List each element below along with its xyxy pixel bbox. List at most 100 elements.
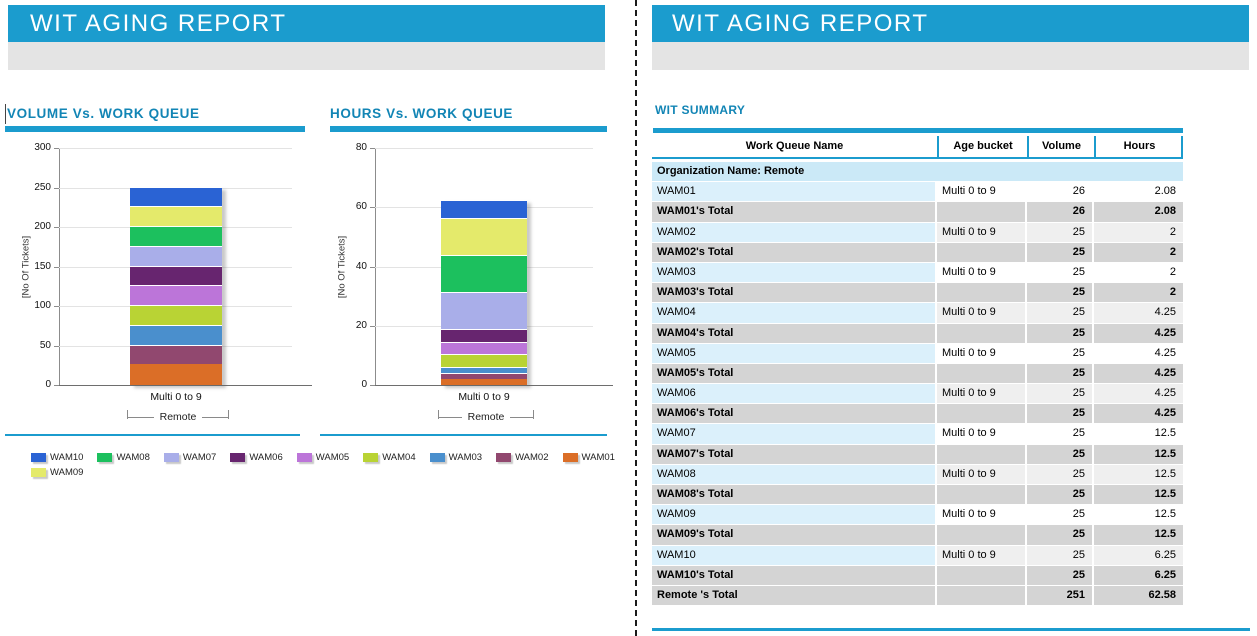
cell-work-queue-name: WAM01 [652, 182, 937, 202]
y-axis-tick [54, 187, 59, 189]
cell-work-queue-name: WAM08 [652, 464, 937, 484]
table-row: WAM07 Multi 0 to 9 25 12.5 [652, 424, 1183, 444]
table-row: WAM03 Multi 0 to 9 25 2 [652, 262, 1183, 283]
legend-label: WAM03 [448, 452, 483, 463]
legend-item-wam10: WAM10 [31, 452, 83, 463]
summary-table-body: Organization Name: Remote WAM01 Multi 0 to… [652, 162, 1183, 606]
legend-label: WAM07 [182, 452, 217, 463]
legend-swatch-wam07 [163, 453, 179, 462]
cell-age-bucket [937, 444, 1027, 464]
cell-volume: 25 [1027, 262, 1094, 283]
cell-work-queue-name: WAM07 [652, 424, 937, 444]
table-row: WAM02 Multi 0 to 9 25 2 [652, 222, 1183, 242]
bar-segment-wam09 [441, 218, 527, 256]
legend-item-wam05: WAM05 [296, 452, 349, 463]
y-tick-label: 150 [34, 260, 51, 272]
cell-work-queue-name: WAM05 [652, 343, 937, 363]
cell-hours: 4.25 [1094, 323, 1183, 343]
y-tick-label: 100 [34, 300, 51, 311]
cell-volume: 251 [1027, 585, 1094, 606]
bracket-end-right [228, 410, 230, 419]
group-bracket: Remote [127, 409, 230, 425]
bracket-line [128, 416, 154, 418]
legend-swatch-wam06 [230, 453, 246, 462]
cell-age-bucket: Multi 0 to 9 [937, 505, 1027, 525]
y-axis-tick [54, 148, 59, 149]
cell-hours: 2 [1094, 262, 1183, 283]
x-axis-line [375, 385, 613, 386]
cell-hours: 2.08 [1094, 182, 1183, 202]
y-tick-label: 40 [355, 260, 367, 272]
cell-volume: 25 [1027, 384, 1094, 404]
bar-segment-wam10 [130, 186, 222, 207]
table-row-total: WAM08's Total 25 12.5 [652, 485, 1183, 505]
cell-age-bucket: Multi 0 to 9 [937, 182, 1027, 202]
bar-segment-wam02 [130, 344, 222, 365]
panel-divider [635, 0, 637, 636]
hours-chart: 0 20 40 60 80 Multi 0 to 9 Remote [No Of Ticket… [316, 140, 613, 445]
cell-volume: 25 [1027, 323, 1094, 343]
legend-label: WAM08 [116, 452, 150, 463]
wit-summary-title: WIT SUMMARY [655, 103, 746, 117]
y-tick-label: 0 [361, 379, 367, 390]
cell-volume: 26 [1027, 182, 1094, 202]
table-row: WAM01 Multi 0 to 9 26 2.08 [652, 182, 1183, 202]
legend-item-wam02: WAM02 [496, 452, 549, 463]
y-axis-title: [No Of Tickets] [336, 235, 348, 298]
cell-hours: 12.5 [1094, 485, 1183, 505]
cell-work-queue-name: WAM03's Total [652, 283, 937, 303]
y-axis-tick [54, 266, 59, 268]
volume-chart-title: VOLUME Vs. WORK QUEUE [7, 106, 200, 121]
cell-hours: 2.08 [1094, 202, 1183, 222]
group-header-label: Organization Name: Remote [657, 165, 805, 177]
bar-segment-wam08 [441, 255, 527, 293]
cell-volume: 26 [1027, 202, 1094, 222]
cell-hours: 62.58 [1094, 585, 1183, 606]
cell-age-bucket: Multi 0 to 9 [937, 222, 1027, 242]
y-axis-tick [370, 325, 375, 327]
legend-item-wam04: WAM04 [363, 452, 416, 463]
legend-item-wam09: WAM09 [31, 467, 83, 478]
cell-work-queue-name: WAM06 [652, 384, 937, 404]
cell-volume: 25 [1027, 424, 1094, 444]
column-header-volume: Volume [1027, 136, 1094, 157]
y-tick-label: 200 [34, 221, 51, 232]
cell-age-bucket: Multi 0 to 9 [937, 545, 1027, 565]
legend-swatch-wam05 [296, 453, 312, 462]
cell-hours: 4.25 [1094, 363, 1183, 384]
cell-volume: 25 [1027, 283, 1094, 303]
hours-bottom-rule [320, 434, 607, 436]
cell-work-queue-name: WAM09's Total [652, 525, 937, 545]
table-row-total: WAM06's Total 25 4.25 [652, 404, 1183, 424]
legend-item-wam07: WAM07 [163, 452, 217, 463]
y-axis-tick [54, 227, 59, 228]
group-label: Remote [467, 411, 505, 423]
y-axis-tick [54, 345, 59, 347]
cell-volume: 25 [1027, 242, 1094, 262]
bar-segment-wam06 [441, 329, 527, 342]
cell-cursor-mark [5, 104, 6, 124]
legend-label: WAM10 [50, 452, 84, 463]
table-row-total: WAM09's Total 25 12.5 [652, 525, 1183, 545]
cell-age-bucket [937, 242, 1027, 262]
cell-work-queue-name: WAM04's Total [652, 323, 937, 343]
cell-hours: 6.25 [1094, 565, 1183, 585]
y-tick-label: 20 [355, 319, 367, 331]
cell-work-queue-name: WAM06's Total [652, 404, 937, 424]
table-row: WAM04 Multi 0 to 9 25 4.25 [652, 303, 1183, 323]
bar-segment-wam05 [130, 285, 222, 306]
table-row-total: WAM10's Total 25 6.25 [652, 565, 1183, 585]
stacked-bar [130, 186, 222, 385]
gridline [375, 148, 593, 149]
y-tick-label: 300 [34, 142, 51, 153]
cell-hours: 4.25 [1094, 404, 1183, 424]
chart-legend: WAM10 WAM08 WAM07 WAM06 WAM05 WAM04 WAM03 WAM02… [31, 452, 615, 478]
table-row-group-header: Organization Name: Remote [652, 162, 1183, 182]
y-tick-label: 80 [355, 142, 367, 153]
group-label: Remote [159, 411, 197, 423]
cell-hours: 4.25 [1094, 303, 1183, 323]
cell-work-queue-name: Remote 's Total [652, 585, 937, 606]
report-subheader-band-left [8, 42, 605, 70]
bar-segment-wam03 [130, 324, 222, 345]
